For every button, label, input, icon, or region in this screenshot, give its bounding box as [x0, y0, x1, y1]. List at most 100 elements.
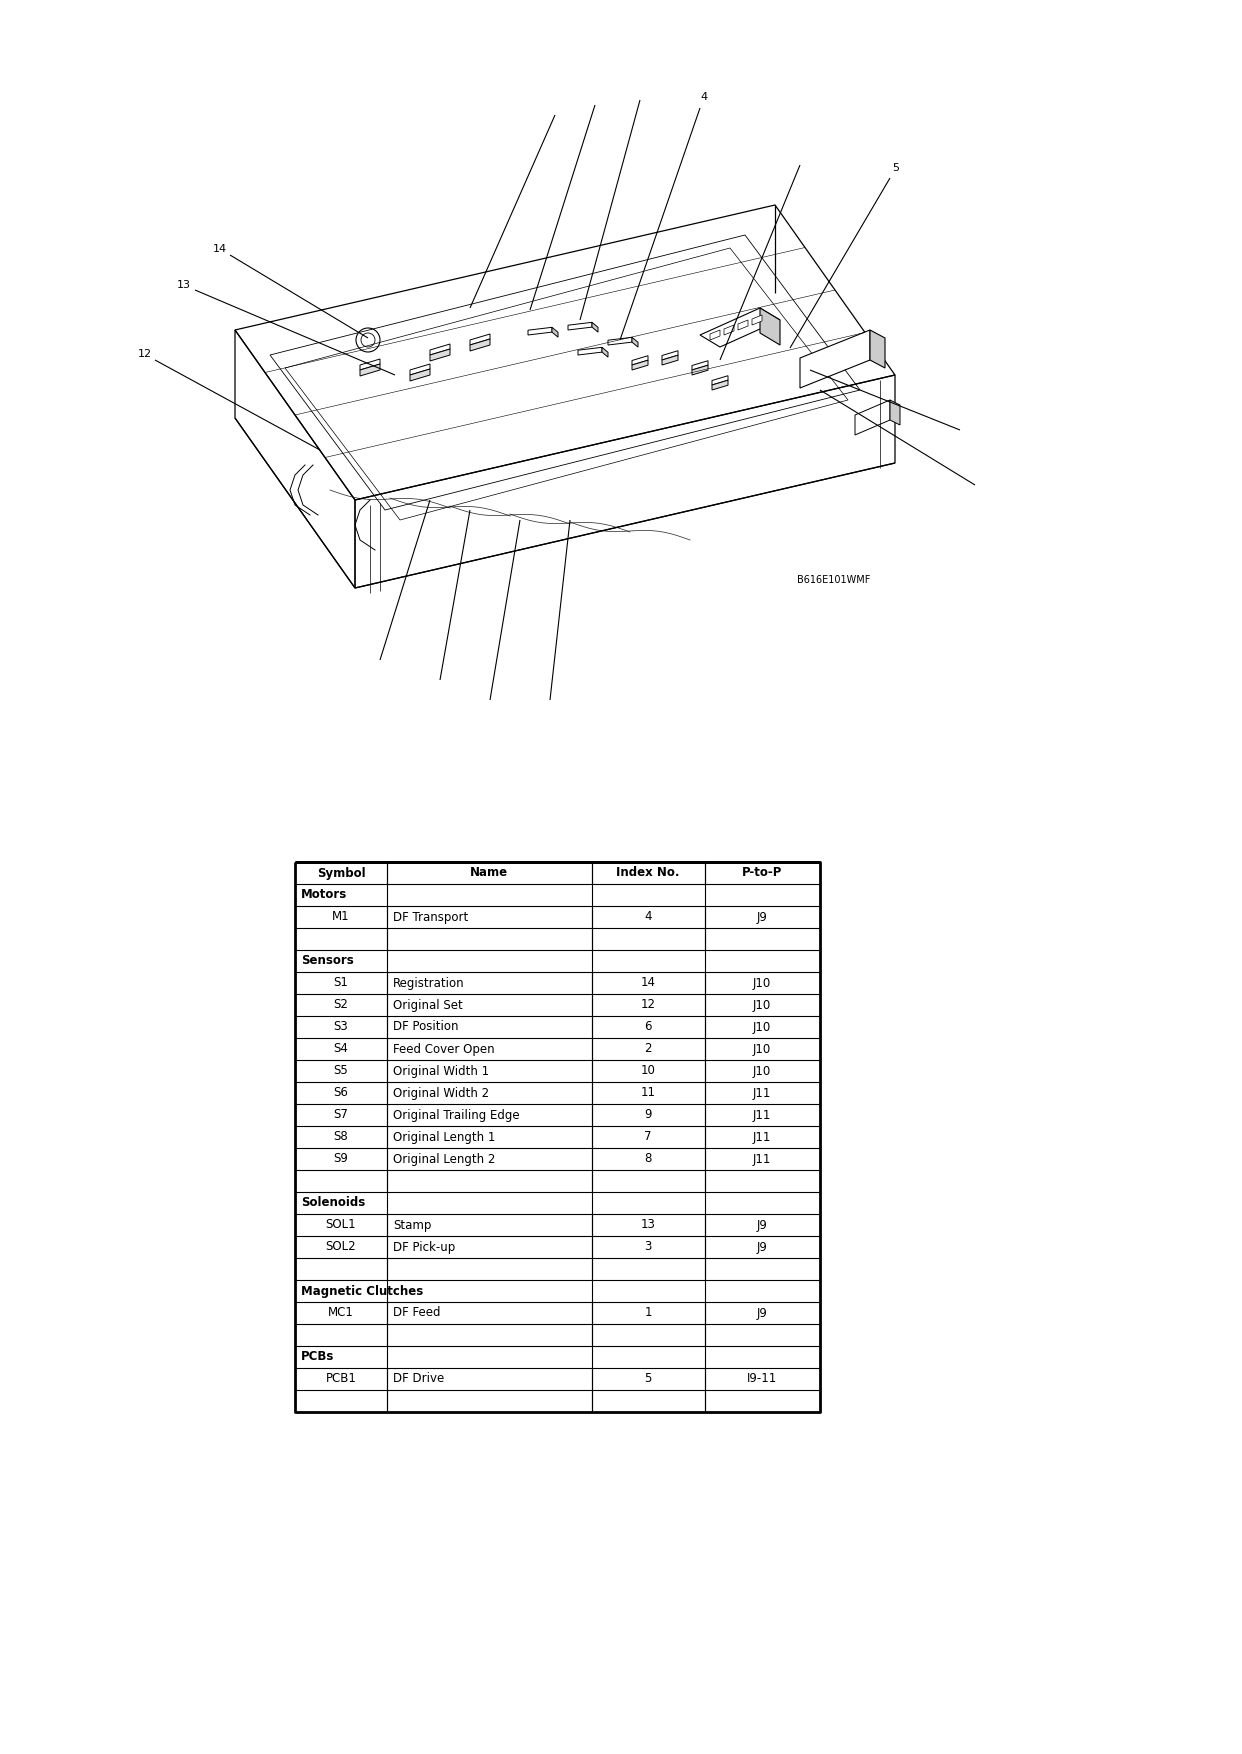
- Text: S6: S6: [334, 1086, 348, 1100]
- Text: Solenoids: Solenoids: [301, 1196, 365, 1210]
- Polygon shape: [760, 309, 780, 346]
- Text: S8: S8: [334, 1131, 348, 1144]
- Polygon shape: [469, 333, 491, 346]
- Polygon shape: [609, 337, 632, 346]
- Text: Original Length 2: Original Length 2: [392, 1152, 496, 1165]
- Polygon shape: [751, 316, 763, 324]
- Text: 3: 3: [645, 1240, 652, 1254]
- Text: 7: 7: [645, 1131, 652, 1144]
- Text: DF Feed: DF Feed: [392, 1307, 441, 1319]
- Text: B616E101WMF: B616E101WMF: [796, 575, 869, 586]
- Text: Motors: Motors: [301, 889, 348, 902]
- Text: Stamp: Stamp: [392, 1219, 431, 1231]
- Text: 6: 6: [645, 1021, 652, 1033]
- Polygon shape: [710, 330, 720, 340]
- Text: Original Width 2: Original Width 2: [392, 1086, 489, 1100]
- Text: 2: 2: [645, 1042, 652, 1056]
- Text: Original Width 1: Original Width 1: [392, 1065, 489, 1077]
- Text: PCB1: PCB1: [325, 1372, 356, 1386]
- Text: Registration: Registration: [392, 977, 465, 989]
- Polygon shape: [410, 365, 430, 375]
- Polygon shape: [662, 351, 678, 360]
- Text: 10: 10: [641, 1065, 656, 1077]
- Polygon shape: [551, 328, 558, 337]
- Polygon shape: [869, 330, 886, 368]
- Text: 11: 11: [641, 1086, 656, 1100]
- Text: S5: S5: [334, 1065, 348, 1077]
- Text: 1: 1: [645, 1307, 652, 1319]
- Polygon shape: [568, 323, 592, 330]
- Text: J11: J11: [753, 1131, 771, 1144]
- Polygon shape: [700, 309, 780, 347]
- Polygon shape: [692, 365, 708, 375]
- Text: 14: 14: [641, 977, 656, 989]
- Text: DF Drive: DF Drive: [392, 1372, 445, 1386]
- Text: Name: Name: [471, 866, 508, 879]
- Polygon shape: [632, 356, 648, 365]
- Text: SOL2: SOL2: [325, 1240, 356, 1254]
- Polygon shape: [360, 360, 380, 370]
- Text: J10: J10: [753, 1065, 771, 1077]
- Text: 4: 4: [645, 910, 652, 924]
- Text: J11: J11: [753, 1109, 771, 1121]
- Text: P-to-P: P-to-P: [741, 866, 782, 879]
- Text: J11: J11: [753, 1152, 771, 1165]
- Polygon shape: [891, 400, 900, 424]
- Text: J9: J9: [756, 1240, 768, 1254]
- Text: Sensors: Sensors: [301, 954, 354, 968]
- Polygon shape: [724, 324, 734, 335]
- Text: Original Trailing Edge: Original Trailing Edge: [392, 1109, 519, 1121]
- Text: J11: J11: [753, 1086, 771, 1100]
- Text: Index No.: Index No.: [616, 866, 679, 879]
- Text: S3: S3: [334, 1021, 348, 1033]
- Text: J10: J10: [753, 1021, 771, 1033]
- Text: 13: 13: [641, 1219, 656, 1231]
- Text: 12: 12: [138, 349, 152, 360]
- Text: 8: 8: [645, 1152, 652, 1165]
- Text: SOL1: SOL1: [325, 1219, 356, 1231]
- Text: M1: M1: [332, 910, 350, 924]
- Text: S4: S4: [334, 1042, 348, 1056]
- Text: J9: J9: [756, 910, 768, 924]
- Text: J9: J9: [756, 1219, 768, 1231]
- Text: 12: 12: [641, 998, 656, 1012]
- Polygon shape: [360, 365, 380, 375]
- Text: Symbol: Symbol: [317, 866, 365, 879]
- Text: PCBs: PCBs: [301, 1351, 334, 1363]
- Text: 5: 5: [645, 1372, 652, 1386]
- Polygon shape: [410, 368, 430, 381]
- Polygon shape: [712, 381, 728, 389]
- Polygon shape: [800, 330, 869, 388]
- Text: 5: 5: [893, 163, 899, 172]
- Text: 13: 13: [176, 281, 191, 291]
- Text: DF Position: DF Position: [392, 1021, 458, 1033]
- Text: J10: J10: [753, 1042, 771, 1056]
- Text: S9: S9: [334, 1152, 348, 1165]
- Text: Original Length 1: Original Length 1: [392, 1131, 496, 1144]
- Text: J10: J10: [753, 998, 771, 1012]
- Text: S2: S2: [334, 998, 348, 1012]
- Polygon shape: [692, 361, 708, 370]
- Text: Magnetic Clutches: Magnetic Clutches: [301, 1284, 424, 1298]
- Text: S1: S1: [334, 977, 348, 989]
- Polygon shape: [854, 400, 891, 435]
- Polygon shape: [712, 375, 728, 384]
- Text: DF Pick-up: DF Pick-up: [392, 1240, 455, 1254]
- Polygon shape: [469, 339, 491, 351]
- Text: Original Set: Original Set: [392, 998, 462, 1012]
- Polygon shape: [738, 319, 748, 330]
- Polygon shape: [578, 347, 602, 354]
- Polygon shape: [430, 349, 450, 361]
- Text: 14: 14: [212, 244, 227, 254]
- Text: 9: 9: [645, 1109, 652, 1121]
- Polygon shape: [632, 337, 638, 347]
- Text: 4: 4: [700, 91, 708, 102]
- Text: J9: J9: [756, 1307, 768, 1319]
- Text: Feed Cover Open: Feed Cover Open: [392, 1042, 494, 1056]
- Polygon shape: [662, 356, 678, 365]
- Text: S7: S7: [334, 1109, 348, 1121]
- Polygon shape: [602, 347, 609, 358]
- Text: DF Transport: DF Transport: [392, 910, 468, 924]
- Polygon shape: [632, 360, 648, 370]
- Text: MC1: MC1: [328, 1307, 354, 1319]
